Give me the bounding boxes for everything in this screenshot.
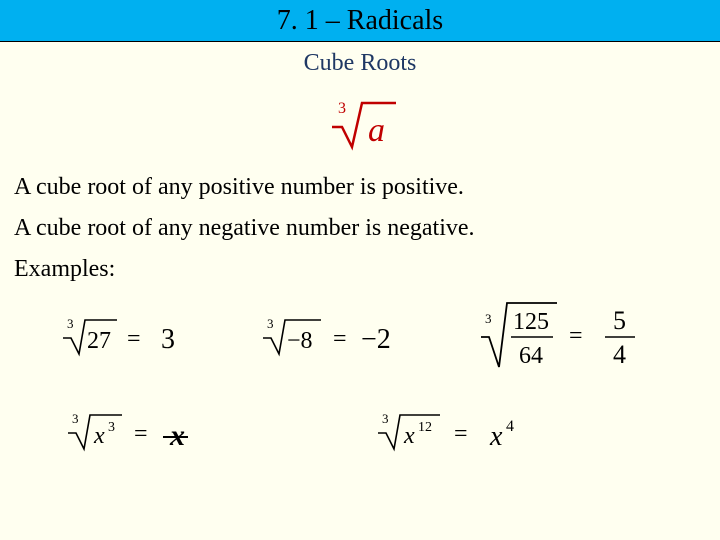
svg-text:5: 5 xyxy=(613,306,626,335)
examples-row-2: 3 x 3 = x 3 x 12 = x 4 xyxy=(0,407,720,457)
svg-text:3: 3 xyxy=(67,316,74,331)
example-3: 3 125 64 = 5 4 xyxy=(475,297,665,377)
svg-text:3: 3 xyxy=(485,311,492,326)
example-1: 3 27 = 3 xyxy=(55,312,205,362)
title-bar: 7. 1 – Radicals xyxy=(0,0,720,42)
svg-text:x: x xyxy=(93,423,105,449)
subtitle: Cube Roots xyxy=(304,50,417,76)
svg-text:−2: −2 xyxy=(361,324,391,355)
svg-text:=: = xyxy=(569,323,583,349)
svg-text:64: 64 xyxy=(519,343,543,369)
page-title: 7. 1 – Radicals xyxy=(277,5,443,37)
svg-text:125: 125 xyxy=(513,309,549,335)
svg-text:3: 3 xyxy=(161,324,175,355)
svg-text:3: 3 xyxy=(382,411,389,426)
example-2: 3 −8 = −2 xyxy=(255,312,425,362)
statement-1: A cube root of any positive number is po… xyxy=(14,174,706,201)
svg-text:3: 3 xyxy=(72,411,79,426)
main-radical-index: 3 xyxy=(338,100,346,117)
svg-text:3: 3 xyxy=(267,316,274,331)
svg-text:4: 4 xyxy=(506,418,514,435)
svg-text:=: = xyxy=(454,421,468,447)
svg-text:27: 27 xyxy=(87,328,111,354)
example-5: 3 x 12 = x 4 xyxy=(370,407,550,457)
svg-text:=: = xyxy=(333,326,347,352)
example-4: 3 x 3 = x xyxy=(60,407,220,457)
subtitle-row: Cube Roots xyxy=(0,50,720,77)
statement-2: A cube root of any negative number is ne… xyxy=(14,215,706,242)
svg-text:x: x xyxy=(489,421,503,452)
svg-text:4: 4 xyxy=(613,340,626,369)
svg-text:x: x xyxy=(403,423,415,449)
svg-text:=: = xyxy=(127,326,141,352)
examples-row-1: 3 27 = 3 3 −8 = −2 3 125 64 = 5 4 xyxy=(0,297,720,377)
examples-label: Examples: xyxy=(14,256,706,283)
svg-text:3: 3 xyxy=(108,420,115,435)
svg-text:x: x xyxy=(169,419,185,452)
svg-text:12: 12 xyxy=(418,420,432,435)
main-radical: 3 a xyxy=(0,95,720,160)
svg-text:=: = xyxy=(134,421,148,447)
svg-text:−8: −8 xyxy=(287,328,313,354)
main-radical-radicand: a xyxy=(368,112,385,149)
